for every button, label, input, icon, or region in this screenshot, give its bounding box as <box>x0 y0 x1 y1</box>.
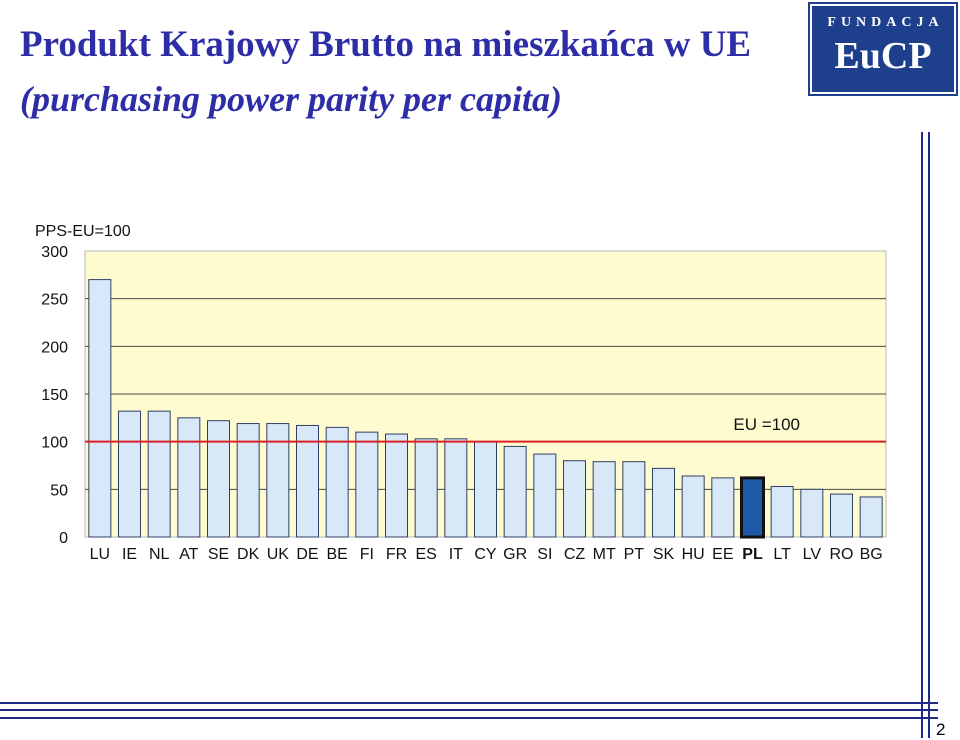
logo-main-text: EuCP <box>834 35 932 77</box>
bar-RO <box>830 493 853 538</box>
x-tick-label-IT: IT <box>449 546 463 563</box>
bar-PT <box>622 461 646 538</box>
slide-title: Produkt Krajowy Brutto na mieszkańca w U… <box>20 24 752 65</box>
bar-IE <box>118 410 141 538</box>
bar-CY <box>474 441 497 538</box>
x-tick-label-FR: FR <box>386 546 407 563</box>
x-tick-label-MT: MT <box>593 546 616 563</box>
y-tick-label-150: 150 <box>41 387 68 404</box>
x-tick-label-FI: FI <box>360 546 374 563</box>
right-rule-line-1 <box>921 132 923 738</box>
x-tick-label-CZ: CZ <box>564 546 586 563</box>
x-tick-label-BG: BG <box>860 546 883 563</box>
bar-DK <box>236 423 260 538</box>
x-tick-label-UK: UK <box>267 546 290 563</box>
y-tick-label-100: 100 <box>41 435 68 452</box>
y-tick-label-0: 0 <box>59 530 68 547</box>
bar-FI <box>355 431 379 538</box>
x-tick-label-AT: AT <box>179 546 198 563</box>
x-tick-label-ES: ES <box>415 546 436 563</box>
bottom-rule-line-2 <box>0 709 938 711</box>
x-tick-label-PL: PL <box>742 546 763 563</box>
x-tick-label-IE: IE <box>122 546 137 563</box>
slide-subtitle: (purchasing power parity per capita) <box>20 79 563 119</box>
page-number: 2 <box>936 720 946 739</box>
bar-EE <box>711 477 735 538</box>
bar-SK <box>652 467 675 538</box>
x-tick-label-LU: LU <box>90 546 110 563</box>
x-tick-label-SI: SI <box>537 546 552 563</box>
eu-reference-label: EU =100 <box>733 415 800 434</box>
x-tick-label-HU: HU <box>682 546 705 563</box>
bar-NL <box>147 410 171 538</box>
y-axis-label: PPS-EU=100 <box>35 223 131 240</box>
bar-SI <box>533 453 557 538</box>
logo-top-text: FUNDACJA <box>827 15 944 30</box>
x-tick-label-GR: GR <box>503 546 527 563</box>
bar-AT <box>177 417 201 538</box>
y-tick-label-50: 50 <box>50 482 68 499</box>
bar-LV <box>800 488 824 538</box>
x-tick-label-LV: LV <box>803 546 822 563</box>
eucp-logo: FUNDACJA EuCP <box>808 2 958 96</box>
x-tick-label-PT: PT <box>624 546 645 563</box>
x-tick-label-EE: EE <box>712 546 733 563</box>
bar-PL <box>740 476 765 539</box>
x-tick-label-RO: RO <box>830 546 854 563</box>
bottom-rule-line-3 <box>0 717 938 719</box>
x-tick-label-CY: CY <box>474 546 497 563</box>
x-tick-label-NL: NL <box>149 546 170 563</box>
bar-IT <box>444 438 468 538</box>
bar-ES <box>414 438 438 538</box>
bar-DE <box>296 424 319 538</box>
y-tick-label-300: 300 <box>41 244 68 261</box>
x-tick-label-BE: BE <box>326 546 347 563</box>
x-tick-label-DE: DE <box>296 546 318 563</box>
x-tick-label-LT: LT <box>773 546 791 563</box>
y-tick-label-200: 200 <box>41 339 68 356</box>
bar-BG <box>859 496 883 538</box>
bar-MT <box>592 461 616 538</box>
bar-FR <box>385 433 408 538</box>
bar-UK <box>266 423 290 538</box>
bar-SE <box>207 420 230 538</box>
x-tick-label-DK: DK <box>237 546 260 563</box>
bar-LT <box>770 485 794 538</box>
bar-GR <box>503 445 527 538</box>
bar-CZ <box>563 460 586 538</box>
bottom-rule-line-1 <box>0 702 938 704</box>
bar-LU <box>88 279 112 538</box>
right-rule-line-2 <box>928 132 930 738</box>
y-tick-label-250: 250 <box>41 292 68 309</box>
bar-HU <box>681 475 705 538</box>
x-tick-label-SK: SK <box>653 546 675 563</box>
bar-BE <box>325 426 349 538</box>
x-tick-label-SE: SE <box>208 546 229 563</box>
